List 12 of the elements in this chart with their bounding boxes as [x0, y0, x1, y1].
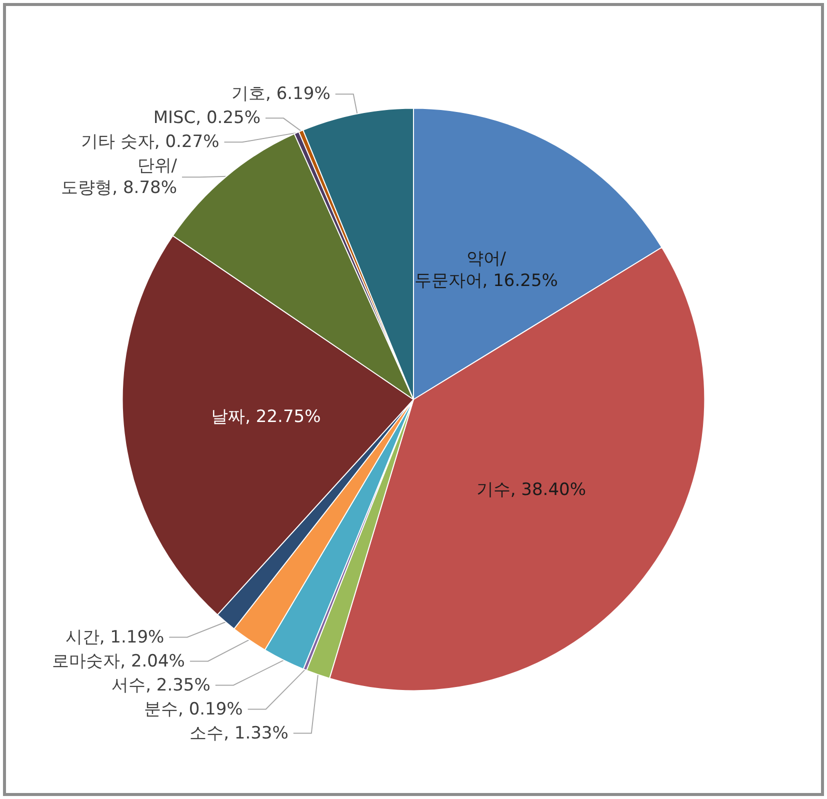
- slice-label: 기호, 6.19%: [232, 84, 330, 104]
- slice-label: 분수, 0.19%: [144, 699, 243, 720]
- slice-label: 시간, 1.19%: [65, 627, 164, 648]
- slice-label: 단위/도량형, 8.78%: [61, 156, 178, 198]
- slice-label: 기수, 38.40%: [476, 480, 586, 500]
- slice-label: 로마숫자, 2.04%: [52, 651, 185, 672]
- slice-label: 약어/두문자어, 16.25%: [414, 248, 558, 291]
- slice-label: 기타 숫자, 0.27%: [81, 132, 220, 152]
- slice-label: 소수, 1.33%: [190, 723, 288, 744]
- slice-label: 서수, 2.35%: [112, 675, 210, 696]
- slice-label: MISC, 0.25%: [153, 108, 260, 128]
- slice-label: 날짜, 22.75%: [211, 406, 321, 427]
